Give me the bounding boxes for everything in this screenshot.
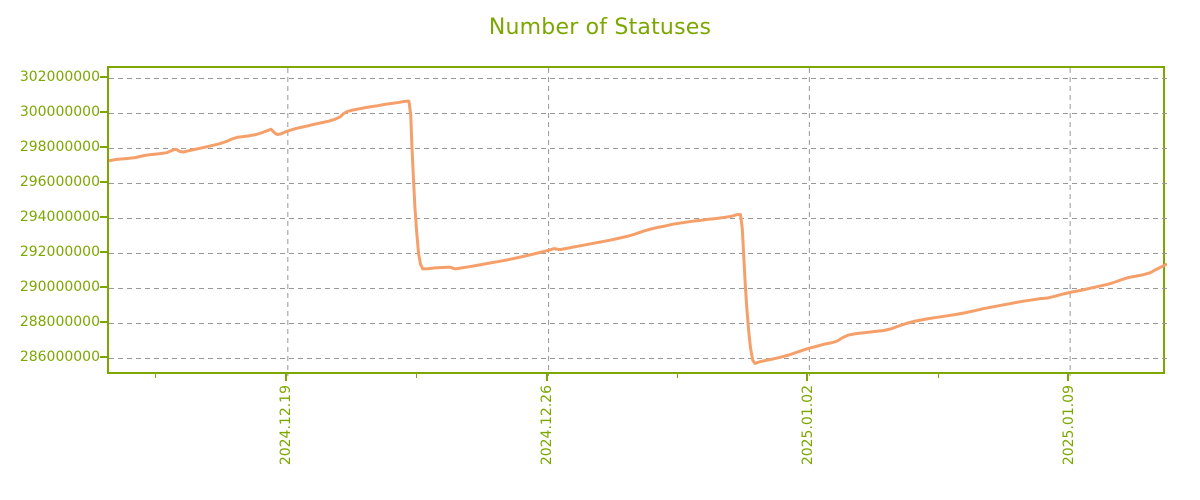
x-axis-tick-mark bbox=[806, 374, 809, 381]
y-axis-tick-mark bbox=[100, 250, 107, 253]
x-axis-tick-mark bbox=[545, 374, 548, 381]
y-axis-tick-mark bbox=[100, 110, 107, 113]
y-axis-tick-label: 294000000 bbox=[19, 208, 100, 225]
x-axis-tick-label-wrap: 2024.12.26 bbox=[539, 385, 555, 485]
x-axis-tick-label: 2024.12.19 bbox=[278, 385, 295, 466]
x-axis-tick-label: 2025.01.02 bbox=[799, 385, 816, 466]
y-axis-tick-label: 300000000 bbox=[19, 103, 100, 120]
y-axis-tick-label: 290000000 bbox=[19, 278, 100, 295]
data-series-line bbox=[109, 99, 1167, 365]
x-axis-tick-mark bbox=[284, 374, 287, 381]
y-axis-tick-label: 286000000 bbox=[19, 348, 100, 365]
y-axis-tick-mark bbox=[100, 180, 107, 183]
x-axis-minor-tick-mark bbox=[937, 374, 939, 378]
y-axis-tick-mark bbox=[100, 145, 107, 148]
x-axis-tick-mark bbox=[1067, 374, 1070, 381]
x-axis-tick-label-wrap: 2025.01.09 bbox=[1061, 385, 1077, 485]
y-axis-labels: 286000000 288000000 290000000 292000000 2940… bbox=[0, 0, 100, 500]
y-axis-tick-label: 288000000 bbox=[19, 313, 100, 330]
x-axis-minor-tick-mark bbox=[676, 374, 678, 378]
y-axis-tick-label: 292000000 bbox=[19, 243, 100, 260]
y-axis-tick-label: 296000000 bbox=[19, 173, 100, 190]
y-axis-tick-label: 302000000 bbox=[19, 68, 100, 85]
x-axis-tick-label: 2025.01.09 bbox=[1060, 385, 1077, 466]
plot-svg bbox=[109, 68, 1167, 376]
x-axis-tick-label-wrap: 2025.01.02 bbox=[800, 385, 816, 485]
y-axis-tick-mark bbox=[100, 75, 107, 78]
x-axis-minor-tick-mark bbox=[416, 374, 418, 378]
y-axis-tick-mark bbox=[100, 355, 107, 358]
plot-area bbox=[107, 66, 1167, 376]
series-lines bbox=[109, 99, 1167, 365]
chart-title: Number of Statuses bbox=[488, 15, 712, 40]
y-axis-tick-mark bbox=[100, 320, 107, 323]
y-axis-tick-mark bbox=[100, 285, 107, 288]
grid-lines bbox=[109, 68, 1167, 376]
x-axis-tick-label-wrap: 2024.12.19 bbox=[278, 385, 294, 485]
y-axis-tick-label: 298000000 bbox=[19, 138, 100, 155]
y-axis-tick-mark bbox=[100, 215, 107, 218]
x-axis-minor-tick-mark bbox=[155, 374, 157, 378]
x-axis-tick-label: 2024.12.26 bbox=[539, 385, 556, 466]
